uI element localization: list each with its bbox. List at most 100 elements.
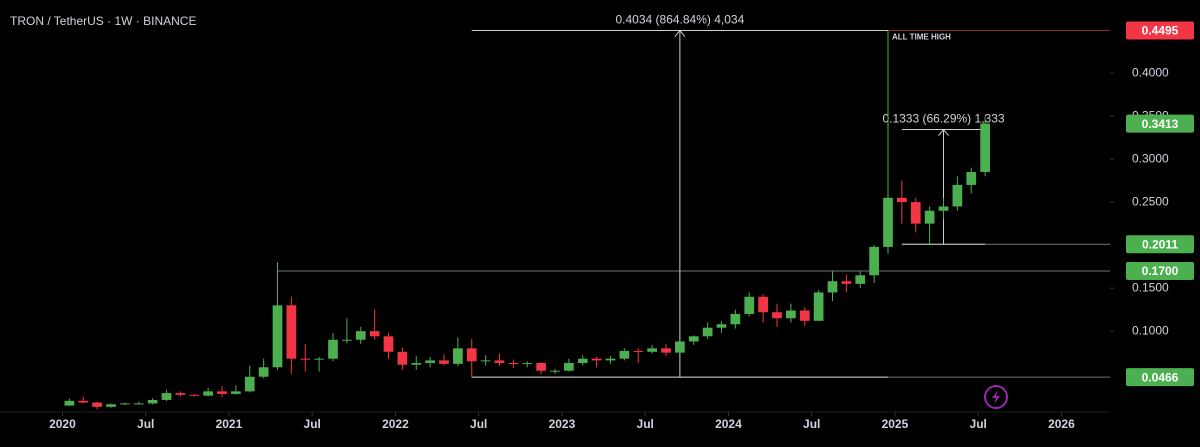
x-tick-label: Jul [304,417,321,431]
candle-body [480,360,491,362]
candle-body [661,348,671,353]
candle-body [217,391,227,394]
x-tick-label: 2026 [1048,417,1075,431]
icon-ring[interactable] [984,385,1008,409]
candle-body [744,296,755,314]
y-tick-label: 0.3000 [1132,151,1169,165]
candle-body [244,376,255,392]
x-tick-label: Jul [803,417,820,431]
measure-label: 0.4034 (864.84%) 4,034 [615,13,744,27]
candle-body [716,324,727,328]
candle-body [92,402,102,407]
y-tick-label: 0.2500 [1132,194,1169,208]
candle-body [730,313,741,325]
alert-icon[interactable] [984,385,1008,409]
candle-body [494,360,505,363]
candle-body [272,305,283,368]
arrow-head [674,29,686,37]
candle-body [772,312,782,319]
candle-body [855,275,866,284]
candle-body [286,305,297,359]
x-tick-label: 2021 [216,417,243,431]
candle-body [910,202,921,224]
candle-body [550,370,560,372]
candle-body [383,336,394,352]
candle-body [522,362,533,364]
candle-body [591,358,602,361]
price-label-box [1126,114,1194,133]
candle-body [536,362,546,371]
candle-body [231,391,241,394]
candle-body [633,350,644,352]
candle-body [869,246,879,276]
candle-body [813,292,824,321]
annotation: ALL TIME HIGH [892,33,951,42]
x-tick-label: Jul [637,417,654,431]
candle-body [258,367,269,377]
candle-body [147,399,158,404]
candle-body [425,360,435,363]
measure-label: 0.1333 (66.29%) 1,333 [882,112,1004,126]
candle-body [300,358,311,360]
candle-body [675,341,685,353]
price-label: 0.4495 [1142,24,1179,38]
arrow-head [938,128,949,136]
x-tick-label: Jul [137,417,154,431]
candle-body [342,339,352,341]
candle-body [175,393,186,395]
candle-body [203,391,213,396]
candle-body [702,327,713,337]
candle-body [397,351,408,365]
candle-body [78,400,89,403]
price-label-box [1126,261,1194,280]
price-label: 0.2011 [1142,237,1178,251]
x-tick-label: 2024 [715,417,742,431]
candle-body [189,394,200,396]
candle-body [133,403,144,405]
candle-body [883,197,893,247]
candle-body [120,403,130,405]
candle-body [647,348,657,352]
candle-body [453,348,463,364]
y-tick-label: 0.1500 [1132,280,1169,294]
x-tick-label: 2020 [49,417,76,431]
candle-body [328,339,338,359]
candle-body [799,310,810,321]
candle-body [966,172,977,185]
candle-body [897,197,907,203]
candle-body [688,336,699,342]
x-tick-label: 2022 [382,417,409,431]
candle-body [841,281,852,284]
chart-title: TRON / TetherUS · 1W · BINANCE [10,14,196,28]
candle-body [619,350,630,359]
candle-body [564,362,574,371]
candle-body [924,210,935,224]
candle-body [577,358,588,363]
x-tick-label: Jul [970,417,987,431]
candle-body [106,404,116,407]
candle-body [952,184,963,207]
price-label-box [1126,235,1194,254]
x-tick-label: Jul [470,417,487,431]
price-label: 0.0466 [1142,370,1179,384]
candle-body [980,123,990,173]
candle-body [508,362,519,364]
candle-body [355,331,366,340]
candle-body [605,358,616,361]
x-tick-label: 2023 [549,417,576,431]
y-tick-label: 0.4000 [1132,65,1169,79]
candle-body [827,281,838,293]
candle-body [411,362,422,365]
candle-body [466,348,477,362]
candle-body [938,206,949,211]
candle-body [161,393,172,400]
candle-body [758,296,768,313]
candle-body [439,360,449,364]
icon-bolt[interactable] [992,390,1000,404]
price-label: 0.3413 [1142,117,1179,131]
price-label: 0.1700 [1142,264,1179,278]
candle-body [786,310,796,319]
y-tick-label: 0.1000 [1132,323,1169,337]
